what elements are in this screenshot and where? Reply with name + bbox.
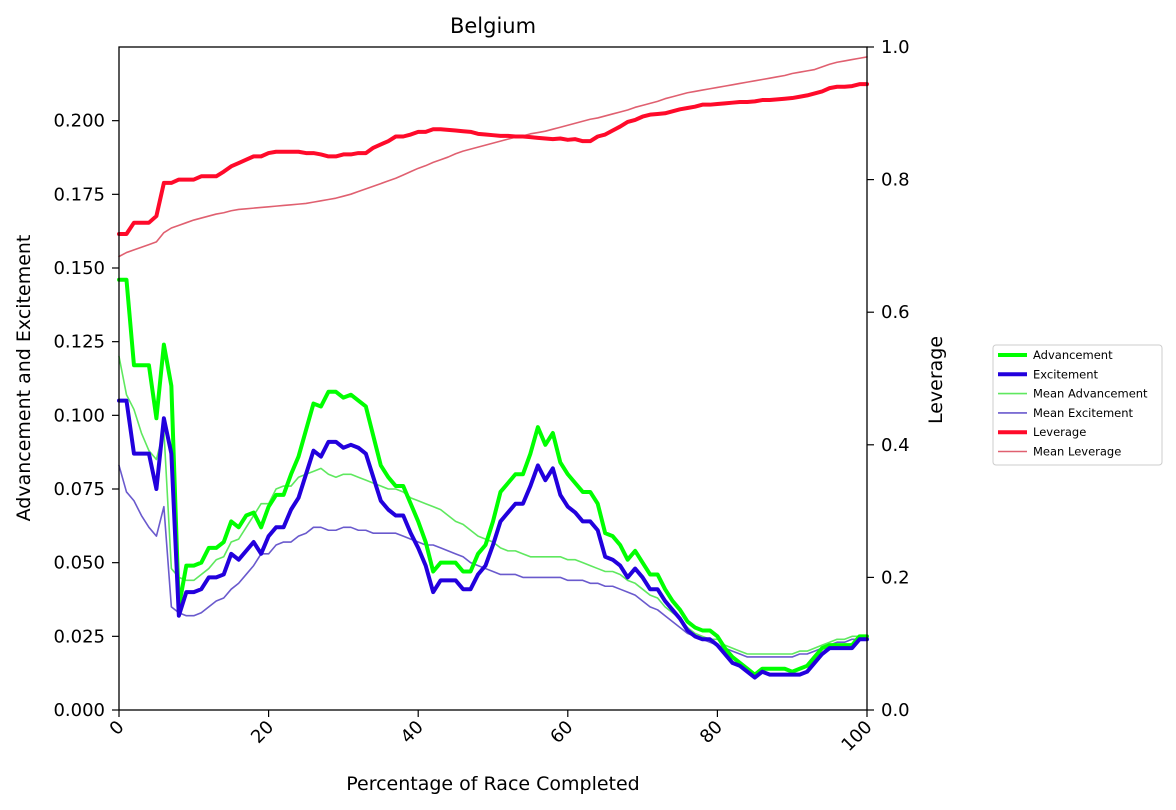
x-tick-label: 0	[106, 717, 129, 740]
series-layer	[117, 56, 869, 680]
y-left-tick-label: 0.125	[53, 332, 105, 353]
y-right-tick-label: 0.4	[881, 435, 910, 456]
y-left-tick-label: 0.000	[53, 700, 105, 721]
y-left-tick-label: 0.200	[53, 111, 105, 132]
x-tick-label: 40	[397, 717, 428, 748]
legend: Advancement Excitement Mean Advancement Mea…	[992, 344, 1163, 466]
legend-frame	[992, 344, 1163, 466]
series-line-leverage	[117, 82, 869, 236]
chart-title: Belgium	[450, 14, 536, 38]
series-line-mean-excitement	[118, 464, 868, 658]
y-left-tick-label: 0.050	[53, 553, 105, 574]
x-tick-label: 20	[247, 717, 278, 748]
y-axis-right-title: Leverage	[925, 336, 947, 424]
y-right-tick-label: 0.2	[881, 567, 910, 588]
y-axis-right: 0.0 0.2 0.4 0.6 0.8 1.0	[867, 37, 910, 721]
legend-label-leverage: Leverage	[1033, 425, 1086, 439]
y-left-tick-label: 0.150	[53, 258, 105, 279]
y-left-tick-label: 0.100	[53, 405, 105, 426]
x-tick-label: 60	[546, 717, 577, 748]
y-right-tick-label: 0.8	[881, 170, 910, 191]
x-tick-label: 100	[837, 717, 876, 756]
x-axis-title: Percentage of Race Completed	[346, 773, 640, 795]
plot-frame	[118, 46, 868, 711]
legend-label-excitement: Excitement	[1033, 367, 1099, 381]
legend-items: Advancement Excitement Mean Advancement Mea…	[998, 348, 1148, 459]
legend-label-mean-advancement: Mean Advancement	[1033, 387, 1148, 401]
y-right-tick-label: 0.6	[881, 302, 910, 323]
y-right-tick-label: 1.0	[881, 37, 910, 58]
y-axis-left-title: Advancement and Excitement	[13, 235, 35, 522]
y-axis-left: 0.000 0.025 0.050 0.075 0.100 0.125 0.150 0.175…	[53, 111, 119, 721]
x-tick-label: 80	[696, 717, 727, 748]
legend-label-advancement: Advancement	[1033, 348, 1113, 362]
y-left-tick-label: 0.025	[53, 626, 105, 647]
legend-label-mean-excitement: Mean Excitement	[1033, 406, 1134, 420]
series-line-mean-leverage	[118, 56, 868, 258]
series-line-excitement	[117, 398, 869, 680]
series-line-advancement	[117, 277, 869, 677]
y-left-tick-label: 0.075	[53, 479, 105, 500]
series-line-mean-advancement	[118, 355, 868, 655]
legend-label-mean-leverage: Mean Leverage	[1033, 445, 1121, 459]
y-left-tick-label: 0.175	[53, 184, 105, 205]
x-axis: 0 20 40 60 80 100	[106, 710, 877, 756]
y-right-tick-label: 0.0	[881, 700, 910, 721]
